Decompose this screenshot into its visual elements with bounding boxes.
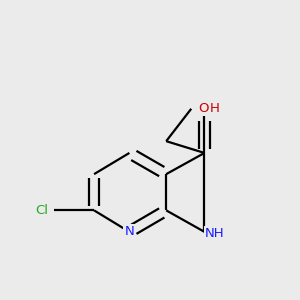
Text: H: H [210, 102, 220, 115]
Text: Cl: Cl [35, 204, 48, 217]
Text: O: O [198, 102, 209, 115]
Text: N: N [124, 225, 134, 239]
Text: NH: NH [205, 227, 225, 240]
